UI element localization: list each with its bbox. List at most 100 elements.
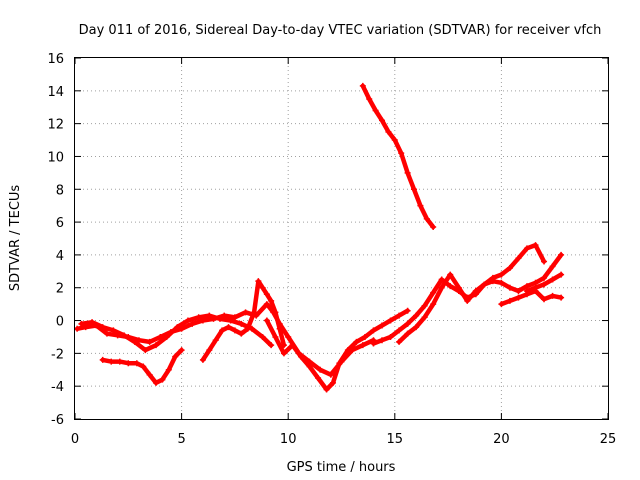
data-point — [455, 284, 462, 291]
series-pass-5 — [264, 308, 410, 392]
data-point — [398, 150, 405, 157]
data-point — [99, 324, 106, 331]
data-point — [157, 333, 164, 340]
data-point — [121, 332, 128, 339]
data-point — [184, 317, 191, 324]
data-point — [472, 288, 479, 295]
data-point — [506, 265, 513, 272]
data-point — [438, 276, 445, 283]
data-point — [558, 271, 565, 278]
data-point — [541, 296, 548, 303]
data-point — [103, 330, 110, 337]
data-point — [78, 320, 85, 327]
data-point — [227, 317, 234, 324]
data-point — [329, 379, 336, 386]
data-point — [549, 292, 556, 299]
data-point — [489, 278, 496, 285]
data-point — [379, 322, 386, 329]
data-point — [268, 342, 275, 349]
y-tick-label: 8 — [56, 183, 64, 198]
data-point — [135, 337, 142, 344]
x-tick-label: 25 — [600, 432, 617, 447]
data-point — [238, 320, 245, 327]
data-point — [133, 360, 140, 367]
x-tick-label: 5 — [177, 432, 185, 447]
x-tick-label: 10 — [280, 432, 297, 447]
data-point — [372, 107, 379, 114]
data-point — [421, 302, 428, 309]
data-point — [159, 376, 166, 383]
data-point — [359, 342, 366, 349]
data-point — [89, 319, 96, 326]
data-point — [255, 278, 262, 285]
data-point — [396, 338, 403, 345]
data-point — [272, 309, 279, 316]
data-point — [464, 297, 471, 304]
markers-pass-5 — [263, 307, 411, 393]
data-point — [506, 284, 513, 291]
data-point — [131, 338, 138, 345]
data-point — [549, 276, 556, 283]
data-point — [370, 340, 377, 347]
data-point — [423, 215, 430, 222]
data-point — [344, 347, 351, 354]
data-point — [558, 251, 565, 258]
data-point — [391, 137, 398, 144]
data-point — [430, 224, 437, 231]
data-point — [251, 309, 258, 316]
data-point — [153, 379, 160, 386]
data-point — [366, 96, 373, 103]
data-point — [498, 279, 505, 286]
data-point — [244, 325, 251, 332]
data-point — [199, 356, 206, 363]
data-point — [195, 314, 202, 321]
y-tick-label: -2 — [51, 347, 64, 362]
data-point — [259, 333, 266, 340]
data-point — [219, 327, 226, 334]
data-point — [532, 242, 539, 249]
series-pass-7 — [396, 252, 564, 345]
data-point — [268, 297, 275, 304]
x-tick-label: 0 — [71, 432, 79, 447]
data-point — [225, 324, 232, 331]
data-point — [385, 128, 392, 135]
data-point — [108, 358, 115, 365]
data-point — [421, 314, 428, 321]
y-tick-label: 2 — [56, 282, 64, 297]
data-point — [413, 324, 420, 331]
data-point — [172, 353, 179, 360]
data-point — [498, 271, 505, 278]
data-point — [74, 325, 81, 332]
data-point — [231, 314, 238, 321]
data-series — [74, 82, 565, 393]
data-point — [263, 317, 270, 324]
data-point — [404, 320, 411, 327]
data-point — [447, 283, 454, 290]
data-point — [438, 284, 445, 291]
data-point — [206, 312, 213, 319]
data-point — [272, 333, 279, 340]
data-point — [430, 289, 437, 296]
data-point — [541, 281, 548, 288]
data-point — [323, 386, 330, 393]
data-point — [361, 333, 368, 340]
data-point — [276, 325, 283, 332]
y-tick-label: 16 — [47, 52, 64, 67]
data-point — [410, 186, 417, 193]
data-point — [216, 315, 223, 322]
data-point — [116, 358, 123, 365]
data-point — [178, 347, 185, 354]
data-point — [523, 288, 530, 295]
data-point — [404, 330, 411, 337]
data-point — [146, 338, 153, 345]
data-point — [404, 169, 411, 176]
markers-pass-2 — [78, 312, 275, 354]
data-point — [306, 363, 313, 370]
data-point — [515, 294, 522, 301]
y-tick-label: -4 — [51, 380, 64, 395]
data-point — [259, 284, 266, 291]
data-point — [506, 297, 513, 304]
series-pass-4 — [200, 278, 287, 363]
data-point — [523, 245, 530, 252]
data-point — [242, 309, 249, 316]
